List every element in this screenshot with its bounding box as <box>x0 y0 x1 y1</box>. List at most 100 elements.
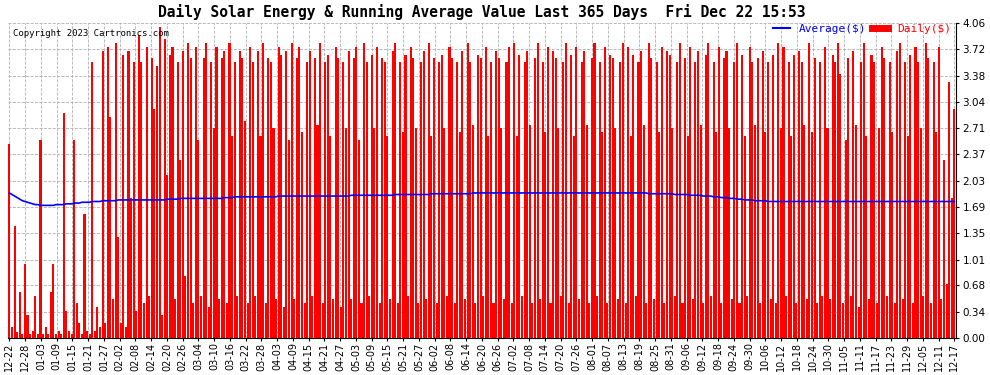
Bar <box>182 51 184 338</box>
Bar <box>104 323 106 338</box>
Bar <box>311 296 314 338</box>
Bar <box>96 307 98 338</box>
Bar <box>418 303 420 338</box>
Bar <box>205 43 207 338</box>
Bar <box>176 62 179 338</box>
Bar <box>529 124 531 338</box>
Bar <box>148 296 150 338</box>
Bar <box>739 303 741 338</box>
Bar <box>575 47 577 338</box>
Bar <box>8 144 11 338</box>
Bar <box>630 136 632 338</box>
Bar <box>506 62 508 338</box>
Bar <box>458 132 461 338</box>
Bar <box>490 62 492 338</box>
Bar <box>793 55 795 338</box>
Bar <box>780 128 782 338</box>
Bar <box>431 136 433 338</box>
Bar <box>190 58 192 338</box>
Bar <box>923 296 925 338</box>
Bar <box>461 51 463 338</box>
Bar <box>436 303 438 338</box>
Bar <box>229 43 231 338</box>
Bar <box>357 140 360 338</box>
Bar <box>99 327 101 338</box>
Bar <box>477 55 479 338</box>
Bar <box>899 43 901 338</box>
Bar <box>925 43 927 338</box>
Bar <box>371 55 373 338</box>
Bar <box>363 43 365 338</box>
Bar <box>936 132 938 338</box>
Bar <box>319 43 321 338</box>
Bar <box>109 117 112 338</box>
Bar <box>200 296 202 338</box>
Bar <box>143 303 146 338</box>
Title: Daily Solar Energy & Running Average Value Last 365 Days  Fri Dec 22 15:53: Daily Solar Energy & Running Average Val… <box>158 4 806 20</box>
Bar <box>524 62 526 338</box>
Bar <box>847 58 849 338</box>
Bar <box>102 51 104 338</box>
Bar <box>508 47 510 338</box>
Bar <box>192 303 194 338</box>
Bar <box>42 334 45 338</box>
Bar <box>736 43 738 338</box>
Bar <box>203 58 205 338</box>
Bar <box>950 198 952 338</box>
Bar <box>237 296 239 338</box>
Bar <box>14 226 16 338</box>
Bar <box>933 62 935 338</box>
Bar <box>249 47 251 338</box>
Bar <box>32 330 34 338</box>
Bar <box>759 303 761 338</box>
Bar <box>723 58 725 338</box>
Bar <box>259 136 261 338</box>
Bar <box>68 330 70 338</box>
Bar <box>710 296 712 338</box>
Bar <box>894 303 896 338</box>
Bar <box>767 62 769 338</box>
Bar <box>347 51 349 338</box>
Bar <box>355 47 357 338</box>
Bar <box>803 124 805 338</box>
Bar <box>912 303 914 338</box>
Bar <box>769 299 771 338</box>
Bar <box>479 58 481 338</box>
Bar <box>365 62 367 338</box>
Bar <box>604 47 606 338</box>
Bar <box>795 303 798 338</box>
Bar <box>658 132 660 338</box>
Bar <box>163 39 165 338</box>
Bar <box>368 296 370 338</box>
Bar <box>552 51 554 338</box>
Bar <box>870 55 872 338</box>
Bar <box>782 47 784 338</box>
Bar <box>309 51 311 338</box>
Bar <box>314 58 316 338</box>
Bar <box>754 124 756 338</box>
Bar <box>267 58 269 338</box>
Bar <box>197 140 199 338</box>
Bar <box>293 299 295 338</box>
Bar <box>692 299 694 338</box>
Bar <box>715 132 717 338</box>
Bar <box>849 296 851 338</box>
Bar <box>254 296 256 338</box>
Bar <box>423 51 425 338</box>
Bar <box>620 62 622 338</box>
Bar <box>694 62 697 338</box>
Bar <box>862 43 865 338</box>
Bar <box>257 51 259 338</box>
Bar <box>660 47 663 338</box>
Bar <box>330 136 332 338</box>
Bar <box>373 128 375 338</box>
Bar <box>40 140 42 338</box>
Bar <box>700 124 702 338</box>
Bar <box>425 299 428 338</box>
Bar <box>647 43 649 338</box>
Bar <box>324 62 327 338</box>
Bar <box>270 62 272 338</box>
Bar <box>570 55 572 338</box>
Bar <box>627 47 630 338</box>
Bar <box>27 315 29 338</box>
